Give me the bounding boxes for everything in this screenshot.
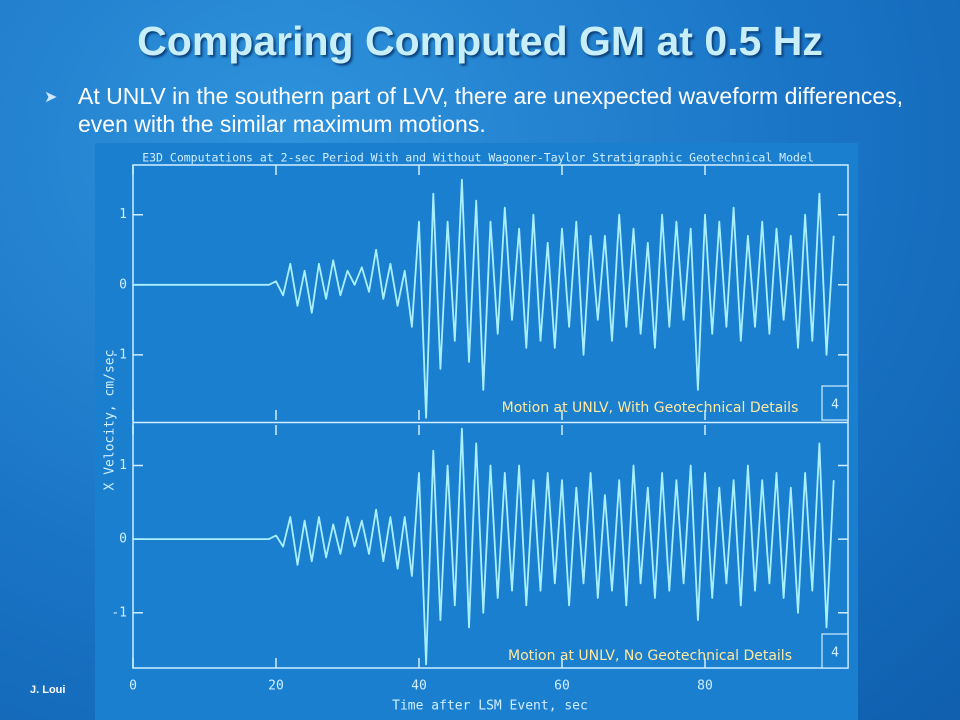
bullet-arrow: ➤ xyxy=(44,89,58,106)
waveform xyxy=(133,427,835,666)
y-tick-label: 1 xyxy=(119,207,127,222)
x-axis-label: Time after LSM Event, sec xyxy=(392,699,588,714)
panel-box xyxy=(821,385,849,421)
x-tick-label: 20 xyxy=(268,679,284,694)
bullet: ➤ At UNLV in the southern part of LVV, th… xyxy=(44,82,924,138)
bullet-text: At UNLV in the southern part of LVV, the… xyxy=(78,83,904,137)
footer: J. Loui xyxy=(30,684,66,696)
waveform-label: Motion at UNLV, No Geotechnical Details xyxy=(508,648,792,664)
panel-box xyxy=(821,633,849,669)
x-tick-label: 80 xyxy=(697,679,713,694)
panel-number: 4 xyxy=(831,398,839,413)
y-axis-label: X Velocity, cm/sec xyxy=(103,350,118,491)
x-tick-label: 40 xyxy=(411,679,427,694)
waveform xyxy=(133,178,835,419)
y-tick-label: 1 xyxy=(119,458,127,473)
y-tick-label: -1 xyxy=(111,605,127,620)
y-tick-label: 0 xyxy=(119,277,127,292)
figure-title: E3D Computations at 2-sec Period With an… xyxy=(142,151,814,165)
x-tick-label: 0 xyxy=(129,679,137,694)
y-tick-label: -1 xyxy=(111,347,127,362)
waveform-label: Motion at UNLV, With Geotechnical Detail… xyxy=(502,400,799,416)
slide-title: Comparing Computed GM at 0.5 Hz xyxy=(137,18,823,64)
x-tick-label: 60 xyxy=(554,679,570,694)
panel-number: 4 xyxy=(831,646,839,661)
y-tick-label: 0 xyxy=(119,532,127,547)
